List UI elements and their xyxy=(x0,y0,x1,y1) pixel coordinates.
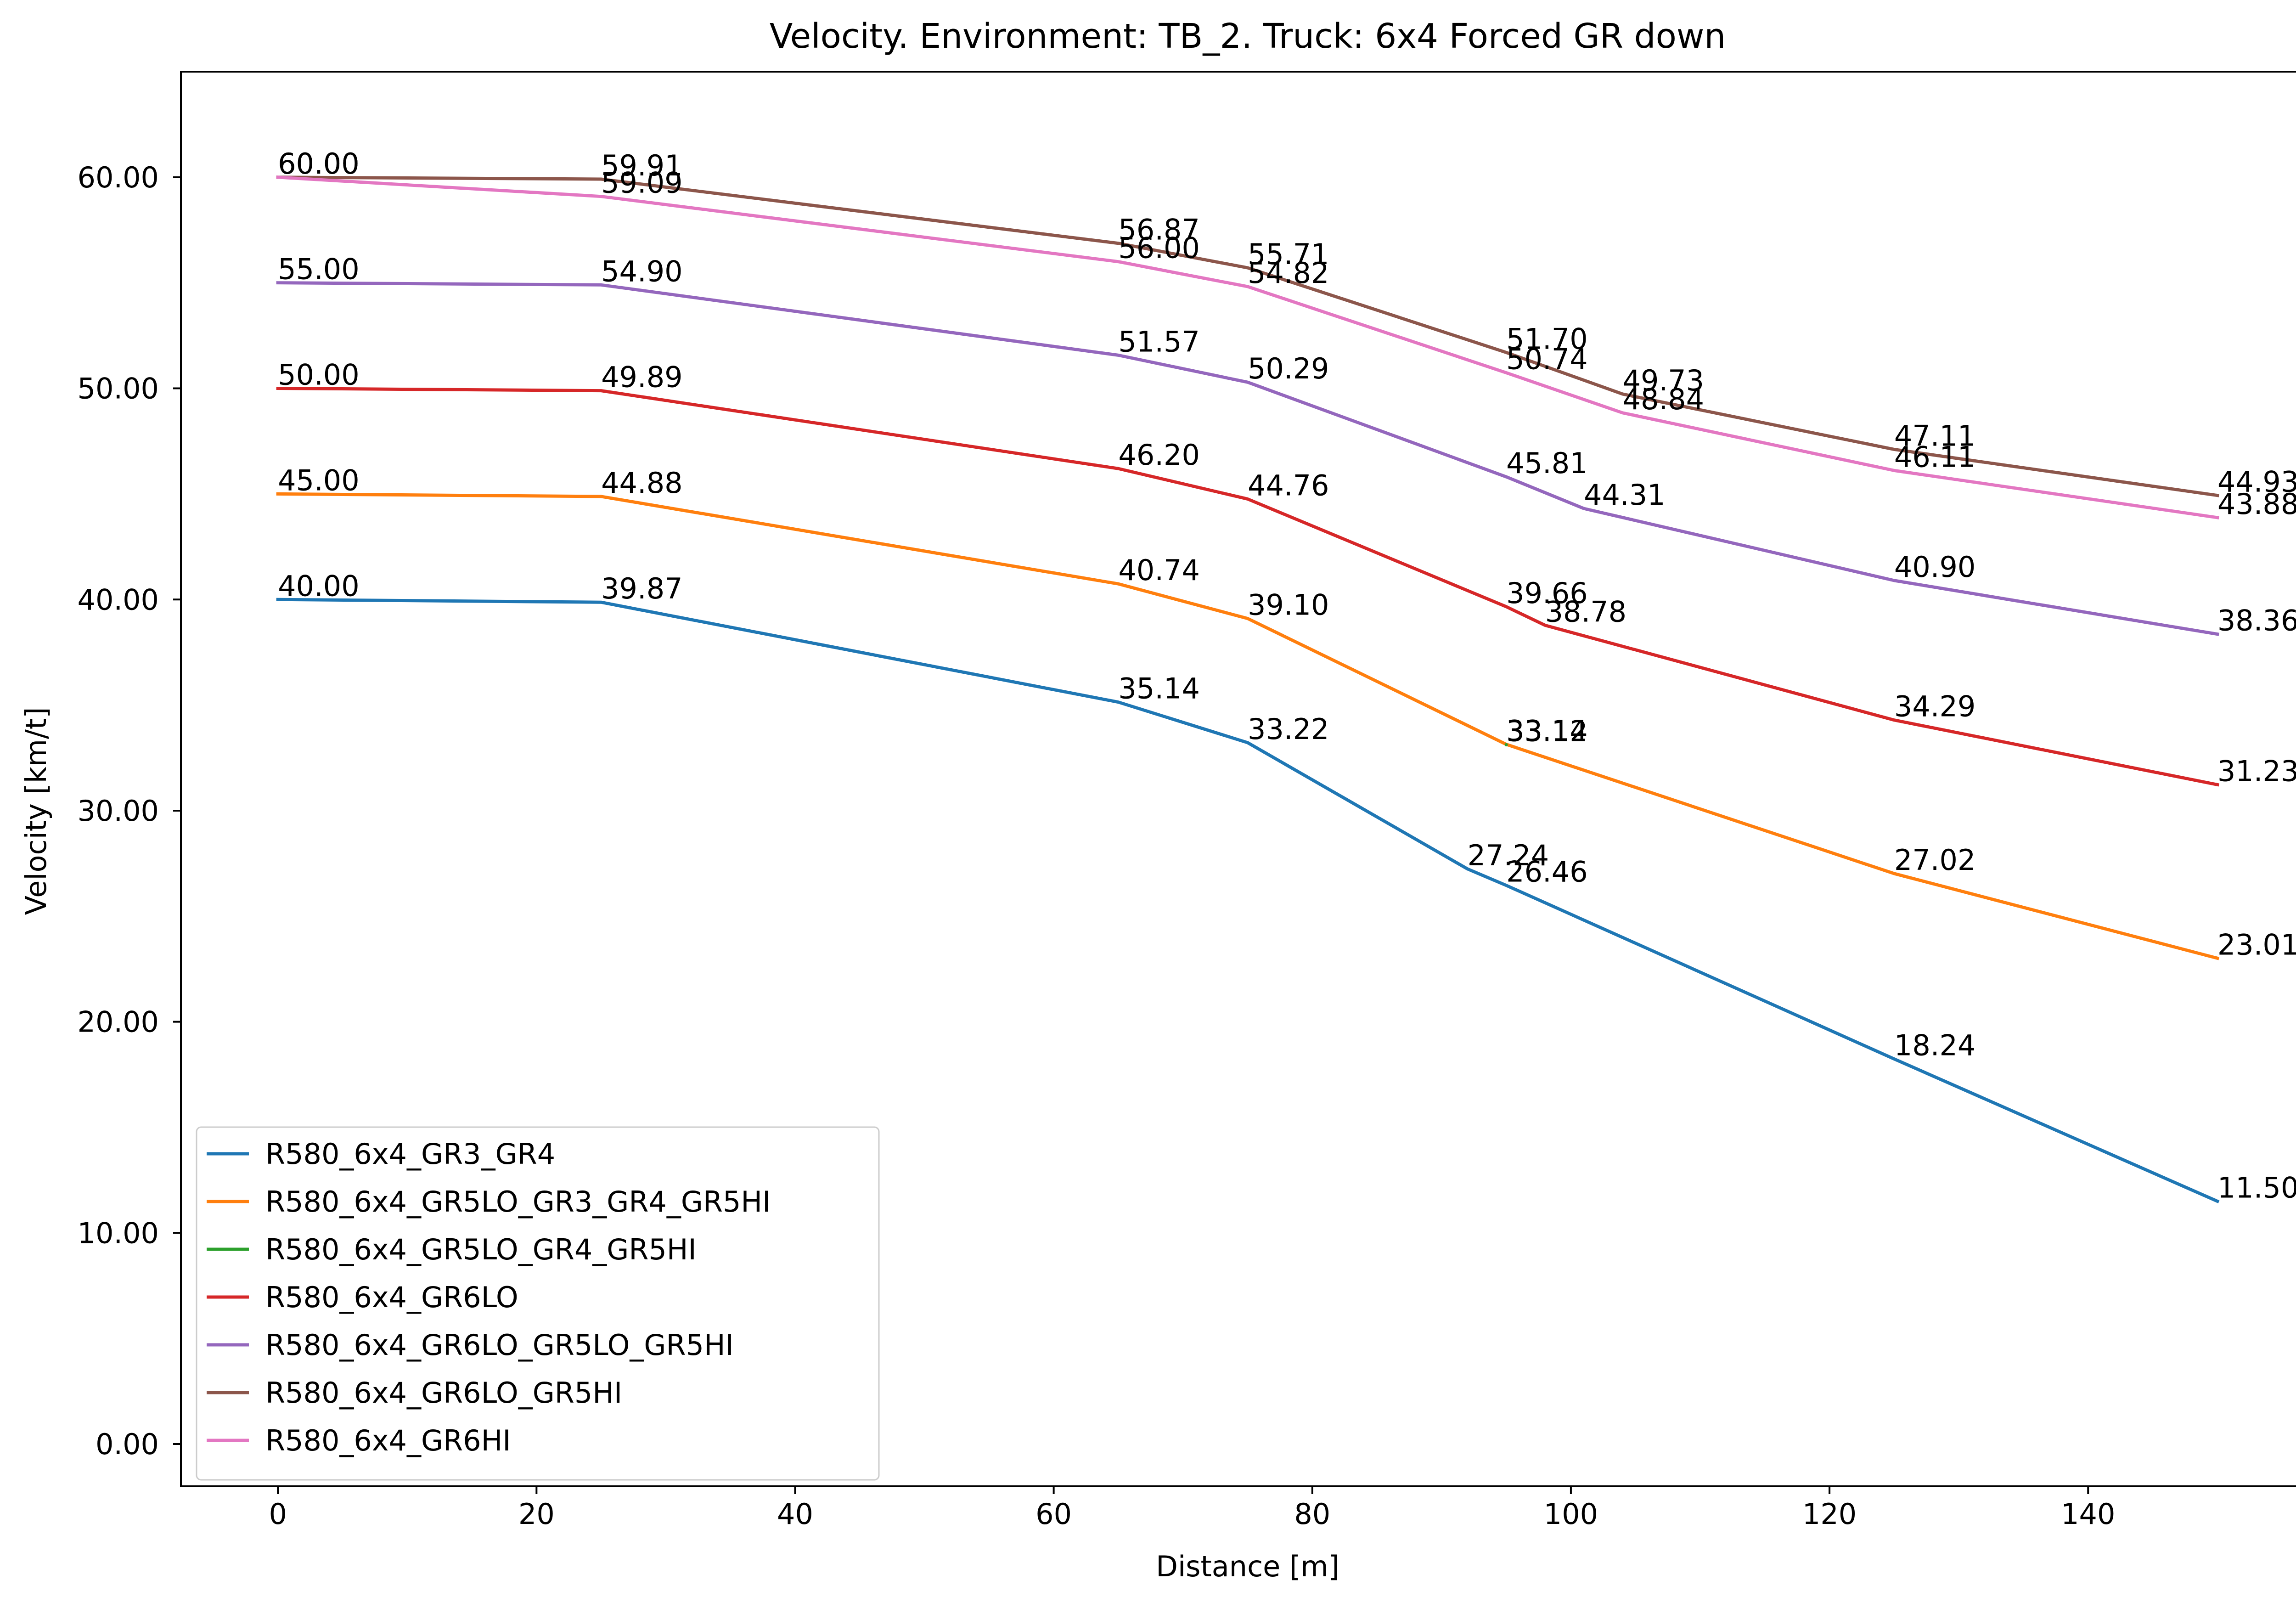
data-label: 54.82 xyxy=(1248,256,1329,290)
data-label: 50.00 xyxy=(278,358,360,392)
data-label: 44.31 xyxy=(1584,478,1666,512)
data-label: 51.57 xyxy=(1118,325,1200,358)
data-label: 31.23 xyxy=(2217,754,2296,788)
data-label: 11.50 xyxy=(2217,1171,2296,1204)
x-tick-label: 20 xyxy=(518,1497,555,1531)
data-label: 39.10 xyxy=(1248,588,1329,622)
data-label: 23.01 xyxy=(2217,928,2296,961)
legend-entry: R580_6x4_GR6LO_GR5HI xyxy=(265,1376,622,1410)
y-tick-label: 30.00 xyxy=(78,794,159,828)
data-label: 45.00 xyxy=(278,463,360,497)
data-label: 40.00 xyxy=(278,569,360,603)
data-label: 54.90 xyxy=(601,254,683,288)
legend-entry: R580_6x4_GR6HI xyxy=(265,1424,511,1457)
data-label: 60.00 xyxy=(278,147,360,181)
data-label: 45.81 xyxy=(1506,446,1588,480)
data-label: 27.02 xyxy=(1894,843,1976,877)
y-tick-label: 0.00 xyxy=(96,1427,159,1461)
data-label: 38.78 xyxy=(1545,595,1627,628)
x-axis-label: Distance [m] xyxy=(1156,1550,1339,1583)
data-label: 40.90 xyxy=(1894,550,1976,584)
data-label: 39.87 xyxy=(601,572,683,605)
data-label: 40.74 xyxy=(1118,553,1200,587)
x-tick-label: 120 xyxy=(1802,1497,1857,1531)
y-tick-label: 10.00 xyxy=(78,1216,159,1250)
x-tick-label: 40 xyxy=(777,1497,813,1531)
y-tick-label: 50.00 xyxy=(78,372,159,406)
y-axis-label: Velocity [km/t] xyxy=(19,707,53,915)
data-label: 50.74 xyxy=(1506,343,1588,376)
data-label: 26.46 xyxy=(1506,855,1588,889)
legend-entry: R580_6x4_GR5LO_GR3_GR4_GR5HI xyxy=(265,1185,771,1219)
x-tick-label: 60 xyxy=(1035,1497,1072,1531)
x-tick-label: 80 xyxy=(1294,1497,1330,1531)
y-tick-label: 40.00 xyxy=(78,583,159,616)
x-tick-label: 100 xyxy=(1544,1497,1598,1531)
data-label: 46.20 xyxy=(1118,438,1200,472)
data-label: 49.89 xyxy=(601,361,683,394)
legend-entry: R580_6x4_GR3_GR4 xyxy=(265,1137,555,1171)
data-label: 46.11 xyxy=(1894,440,1976,474)
legend-entry: R580_6x4_GR6LO xyxy=(265,1281,518,1314)
data-label: 43.88 xyxy=(2217,487,2296,521)
data-label: 35.14 xyxy=(1118,672,1200,705)
data-label: 44.88 xyxy=(601,466,683,500)
x-tick-label: 140 xyxy=(2061,1497,2115,1531)
y-tick-label: 20.00 xyxy=(78,1005,159,1039)
legend: R580_6x4_GR3_GR4 R580_6x4_GR5LO_GR3_GR4_G… xyxy=(197,1127,879,1480)
data-label: 33.12 xyxy=(1506,715,1588,748)
chart-title: Velocity. Environment: TB_2. Truck: 6x4 … xyxy=(770,17,1726,56)
data-label: 48.84 xyxy=(1623,383,1705,416)
data-label: 56.00 xyxy=(1118,231,1200,265)
data-label: 59.09 xyxy=(601,166,683,200)
data-label: 55.00 xyxy=(278,253,360,286)
legend-entry: R580_6x4_GR5LO_GR4_GR5HI xyxy=(265,1233,697,1266)
x-tick-label: 0 xyxy=(269,1497,287,1531)
data-label: 18.24 xyxy=(1894,1029,1976,1062)
data-label: 34.29 xyxy=(1894,690,1976,723)
data-label: 44.76 xyxy=(1248,468,1329,502)
data-label: 50.29 xyxy=(1248,352,1329,385)
legend-entry: R580_6x4_GR6LO_GR5LO_GR5HI xyxy=(265,1328,734,1362)
data-label: 33.22 xyxy=(1248,712,1329,746)
data-label: 38.36 xyxy=(2217,604,2296,638)
y-tick-label: 60.00 xyxy=(78,161,159,194)
